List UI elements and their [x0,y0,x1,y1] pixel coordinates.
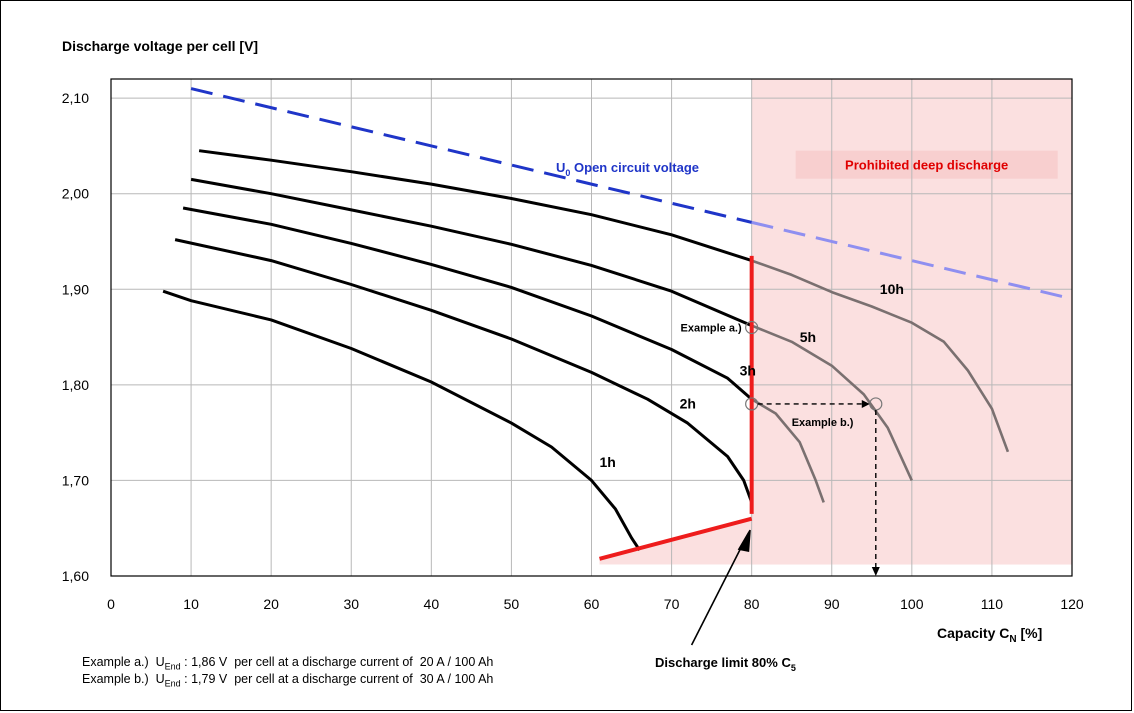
y-axis-title: Discharge voltage per cell [V] [62,38,258,54]
example-b-note: Example b.) UEnd : 1,79 V per cell at a … [82,672,493,689]
note-b-prefix: Example b.) U [82,672,165,686]
discharge-limit-label: Discharge limit 80% C5 [655,655,796,673]
x-tick-label: 40 [424,596,440,612]
y-tick-label: 1,90 [62,281,89,297]
note-b-text: : 1,79 V per cell at a discharge current… [180,672,494,686]
prohibited-label-box [795,150,1058,179]
curve-10h-overdischarge [751,259,1010,453]
x-tick-label: 110 [981,596,1004,612]
ocv-line-solid-part [190,87,753,224]
x-tick-label: 50 [504,596,520,612]
curve-3h [182,206,753,401]
y-tick-label: 1,80 [62,377,89,393]
text-layer: 0 10 20 30 40 50 60 70 80 90 100 110 1202,102,001,90… [62,38,1084,673]
x-tick-label: 80 [744,596,760,612]
x-tick-label: 30 [343,596,359,612]
x-tick-label: 120 [1060,596,1084,612]
background-layer [599,79,1072,565]
discharge-limit-label-sub: 5 [791,663,796,673]
prohibited-zone-label: Prohibited deep discharge [845,158,1008,173]
note-a-text: : 1,86 V per cell at a discharge current… [180,655,494,669]
limit-arrow-line [690,532,750,646]
x-axis-title-unit: [%] [1017,625,1043,641]
curve-5h [190,177,753,327]
curve-label-10h: 10h [880,281,904,297]
ocv-label: U0 Open circuit voltage [556,160,699,178]
x-axis-title: Capacity CN [%] [937,625,1042,645]
x-tick-label: 100 [900,596,924,612]
curve-1h [162,289,641,552]
discharge-limit-slanted [598,516,753,561]
y-tick-label: 2,10 [62,90,89,106]
ocv-line-light-part [751,220,1073,301]
example-a-label: Example a.) [681,323,742,335]
x-tick-label: 10 [183,596,199,612]
curve-10h [198,149,753,263]
curve-label-2h: 2h [680,396,696,412]
overlay-layer [598,255,883,646]
example-b-arrow-down [871,567,880,576]
curve-label-3h: 3h [740,362,756,378]
x-tick-label: 90 [824,596,840,612]
example-a-marker [745,320,759,335]
plot-border [110,78,1073,577]
example-b-arrow-right [861,399,870,408]
example-a-note: Example a.) UEnd : 1,86 V per cell at a … [82,655,493,672]
curve-2h [174,238,754,503]
curve-label-5h: 5h [800,329,816,345]
note-a-prefix: Example a.) U [82,655,165,669]
ocv-label-sub: 0 [565,168,570,178]
ocv-label-rest: Open circuit voltage [570,160,699,175]
curve-3h-overdischarge [751,398,825,503]
note-b-sub: End [164,678,181,689]
note-a-sub: End [164,661,181,672]
series-layer [162,87,1073,552]
x-tick-label: 60 [584,596,600,612]
curve-label-1h: 1h [600,454,616,470]
y-tick-label: 2,00 [62,186,89,202]
example-b-label: Example b.) [792,417,854,429]
x-tick-label: 70 [664,596,680,612]
limit-arrow-head [737,529,751,553]
x-tick-label: 20 [263,596,279,612]
y-tick-label: 1,60 [62,568,89,584]
x-tick-label: 0 [107,596,115,612]
curve-5h-overdischarge [751,324,913,481]
x-axis-title-sub: N [1009,634,1016,645]
y-tick-label: 1,70 [62,472,89,488]
